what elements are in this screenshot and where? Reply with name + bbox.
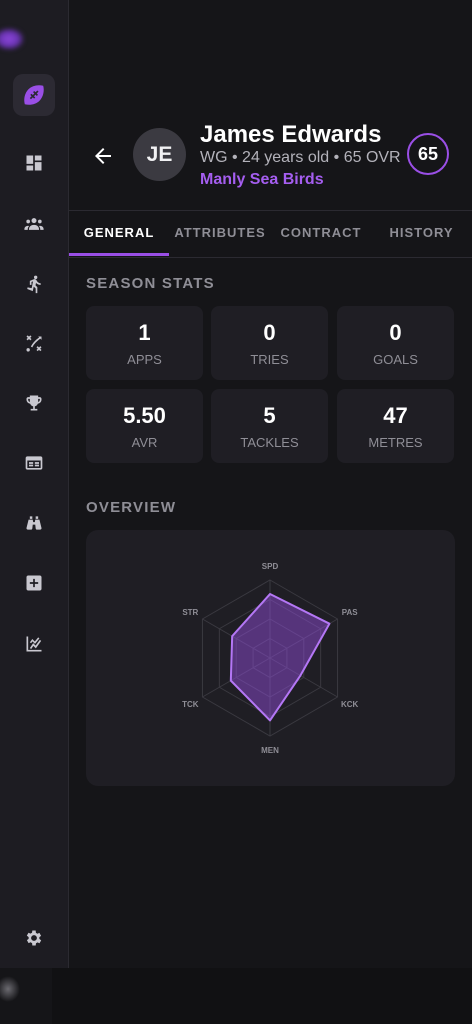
- tab-contract[interactable]: CONTRACT: [280, 225, 362, 240]
- radar-axis: [269, 618, 338, 659]
- scouting-icon[interactable]: [18, 507, 50, 539]
- overall-rating-badge: 65: [407, 133, 449, 175]
- overview-title: OVERVIEW: [86, 499, 177, 516]
- arrow-left-icon: [95, 148, 111, 164]
- dashboard-icon[interactable]: [18, 147, 50, 179]
- stat-card-tackles: 5 TACKLES: [211, 389, 328, 463]
- stat-card-metres: 47 METRES: [337, 389, 454, 463]
- season-stats-title: SEASON STATS: [86, 275, 215, 292]
- radar-label-str: STR: [182, 608, 198, 617]
- training-icon[interactable]: [18, 268, 50, 300]
- radar-label-kck: KCK: [341, 700, 359, 709]
- gear-icon[interactable]: [18, 922, 50, 954]
- rugby-ball-icon[interactable]: [13, 74, 55, 116]
- radar-axis: [269, 657, 338, 698]
- tab-history[interactable]: HISTORY: [389, 225, 454, 240]
- trophy-icon[interactable]: [18, 387, 50, 419]
- back-button[interactable]: [89, 142, 117, 170]
- player-name: James Edwards: [200, 121, 382, 148]
- radar-label-tck: TCK: [182, 700, 199, 709]
- avatar: JE: [133, 128, 186, 181]
- stat-value: 5: [263, 403, 276, 428]
- stat-label: GOALS: [373, 352, 418, 367]
- stat-label: TRIES: [250, 352, 289, 367]
- radar-label-men: MEN: [261, 746, 279, 755]
- team-icon[interactable]: [18, 208, 50, 240]
- stat-label: TACKLES: [240, 435, 299, 450]
- radar-chart: SPD PAS KCK MEN TCK STR: [182, 562, 359, 755]
- radar-axis: [202, 657, 271, 698]
- tab-bar: GENERAL ATTRIBUTES CONTRACT HISTORY: [69, 210, 472, 258]
- stat-card-avr: 5.50 AVR: [86, 389, 203, 463]
- sidebar: [0, 0, 69, 968]
- stat-label: METRES: [368, 435, 423, 450]
- stat-value: 1: [138, 320, 151, 345]
- stat-value: 47: [383, 403, 408, 428]
- stat-value: 0: [389, 320, 402, 345]
- stat-card-tries: 0 TRIES: [211, 306, 328, 380]
- medical-icon[interactable]: [18, 567, 50, 599]
- tab-general[interactable]: GENERAL: [83, 225, 155, 240]
- stat-value: 0: [263, 320, 276, 345]
- tactics-icon[interactable]: [18, 328, 50, 360]
- player-meta: WG • 24 years old • 65 OVR: [200, 149, 401, 166]
- radar-axis: [202, 618, 271, 659]
- overview-card: SPD PAS KCK MEN TCK STR: [86, 530, 455, 786]
- team-link[interactable]: Manly Sea Birds: [200, 171, 324, 188]
- stat-label: AVR: [131, 435, 158, 450]
- bottom-bar: [52, 968, 472, 1024]
- stats-icon[interactable]: [18, 628, 50, 660]
- radar-player-shape: [229, 593, 331, 722]
- bottom-handle: [0, 976, 20, 1002]
- fixtures-icon[interactable]: [18, 447, 50, 479]
- radar-label-pas: PAS: [342, 608, 359, 617]
- stat-card-goals: 0 GOALS: [337, 306, 454, 380]
- player-header: JE James Edwards WG • 24 years old • 65 …: [69, 110, 472, 210]
- stat-value: 5.50: [123, 403, 166, 428]
- stat-label: APPS: [127, 352, 162, 367]
- app-logo: [0, 28, 24, 50]
- active-tab-indicator: [69, 253, 169, 256]
- stat-card-apps: 1 APPS: [86, 306, 203, 380]
- tab-attributes[interactable]: ATTRIBUTES: [174, 225, 266, 240]
- radar-label-spd: SPD: [262, 562, 279, 571]
